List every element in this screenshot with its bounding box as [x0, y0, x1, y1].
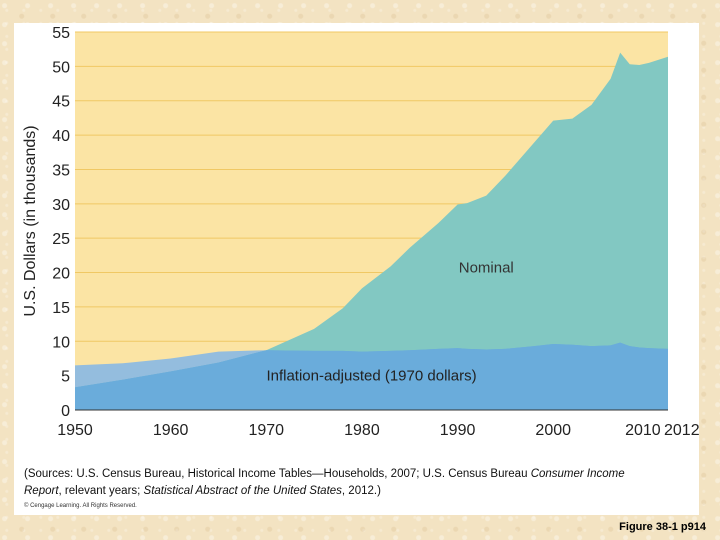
source-text: (Sources: U.S. Census Bureau, Historical…: [24, 468, 531, 480]
y-tick-label-50: 50: [52, 59, 70, 76]
nominal-area: [75, 52, 668, 411]
y-axis-title: U.S. Dollars (in thousands): [22, 125, 39, 316]
copyright-note: © Cengage Learning. All Rights Reserved.: [24, 503, 137, 509]
x-tick-label-1950: 1950: [57, 422, 93, 439]
x-tick-label-2010: 2010: [625, 422, 661, 439]
y-tick-label-45: 45: [52, 94, 70, 111]
figure-caption: Figure 38-1 p914: [619, 521, 706, 533]
y-tick-label-20: 20: [52, 266, 70, 283]
adjusted-area-lower: [75, 342, 668, 410]
y-tick-label-5: 5: [61, 369, 70, 386]
x-tick-label-1990: 1990: [440, 422, 476, 439]
y-tick-label-25: 25: [52, 231, 70, 248]
x-tick-label-1980: 1980: [344, 422, 380, 439]
y-tick-label-55: 55: [52, 25, 70, 42]
y-tick-label-15: 15: [52, 300, 70, 317]
x-tick-label-1960: 1960: [153, 422, 189, 439]
figure-panel: 0 5 10 15 20 25 30 35 40 45 50 55 1950 1960 1970 1980 19…: [14, 23, 699, 515]
y-tick-label-30: 30: [52, 197, 70, 214]
source-note: (Sources: U.S. Census Bureau, Historical…: [24, 466, 699, 500]
inflation-adjusted-label: Inflation-adjusted (1970 dollars): [266, 367, 476, 384]
x-tick-label-1970: 1970: [248, 422, 284, 439]
x-tick-label-2012: 2012: [664, 422, 699, 439]
nominal-label: Nominal: [459, 260, 514, 277]
source-title-statistical-abstract: Statistical Abstract of the United State…: [143, 485, 342, 497]
source-title-consumer-income: Consumer Income: [530, 468, 625, 480]
y-tick-label-10: 10: [52, 334, 70, 351]
area-chart: 0 5 10 15 20 25 30 35 40 45 50 55 1950 1960 1970 1980 19…: [22, 25, 699, 439]
y-tick-label-35: 35: [52, 162, 70, 179]
y-tick-label-0: 0: [61, 403, 70, 420]
y-tick-label-40: 40: [52, 128, 70, 145]
source-title-report: Report: [24, 485, 59, 497]
source-text: , 2012.): [341, 485, 381, 497]
source-text: , relevant years;: [58, 485, 144, 497]
x-tick-label-2000: 2000: [535, 422, 571, 439]
